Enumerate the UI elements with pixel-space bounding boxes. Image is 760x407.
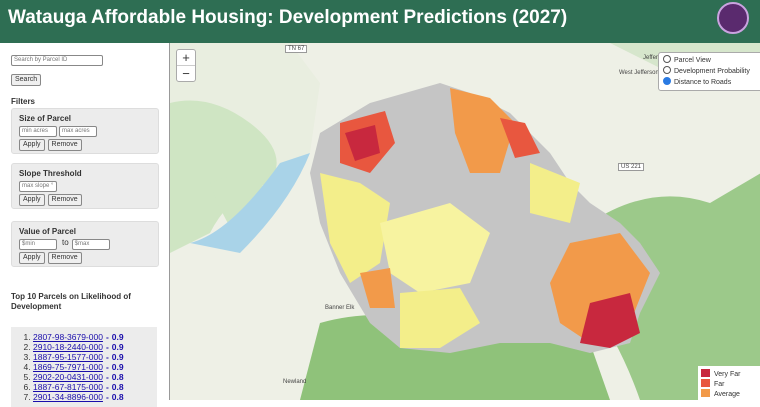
- filter-panel: Value of Parcel $min to $max Apply Remove: [11, 221, 159, 267]
- logo[interactable]: [717, 2, 749, 34]
- score-separator: -: [105, 362, 109, 372]
- filter-panel: Slope Threshold max slope ° Apply Remove: [11, 163, 159, 209]
- filter-button[interactable]: Apply: [19, 194, 45, 206]
- zoom-in[interactable]: +: [177, 50, 195, 66]
- map[interactable]: TN 67 Jefferson West Jefferson US 221 Banner…: [169, 43, 760, 400]
- score-separator: -: [105, 352, 109, 362]
- filter-buttons: Apply Remove: [19, 194, 158, 206]
- filter-input[interactable]: max acres: [59, 126, 97, 137]
- filter-inputs: min acres max acres: [19, 125, 158, 137]
- legend-swatch: [701, 379, 710, 387]
- score-separator: -: [105, 392, 109, 402]
- layer-option[interactable]: Development Probability: [663, 66, 760, 77]
- layer-label[interactable]: Distance to Roads: [674, 79, 732, 86]
- filter-buttons: Apply Remove: [19, 139, 158, 151]
- filter-buttons: Apply Remove: [19, 252, 158, 264]
- zoom-control: + −: [176, 49, 196, 82]
- filter-button[interactable]: Remove: [47, 252, 82, 264]
- filter-inputs: $min to $max: [19, 238, 158, 250]
- top-item: 2901-34-8896-000-0.8: [33, 392, 157, 402]
- layer-label[interactable]: Development Probability: [674, 68, 750, 75]
- top-item: 1887-67-8175-000-0.8: [33, 382, 157, 392]
- top-item: 2902-20-0431-000-0.8: [33, 372, 157, 382]
- legend-item: Very Far: [701, 369, 757, 379]
- score-separator: -: [105, 342, 109, 352]
- header: Watauga Affordable Housing: Development …: [0, 0, 760, 43]
- sidebar: Search by Parcel ID Search Filters Size …: [0, 43, 168, 407]
- parcel-link[interactable]: 1869-75-7971-000: [33, 362, 103, 372]
- legend-swatch: [701, 389, 710, 397]
- app-title: Watauga Affordable Housing: Development …: [8, 7, 568, 28]
- top-item: 2910-18-2440-000-0.9: [33, 342, 157, 352]
- parcel-score: 0.9: [111, 342, 124, 352]
- search-button[interactable]: Search: [11, 74, 42, 86]
- parcel-score: 0.9: [111, 362, 124, 372]
- top-list: 2807-98-3679-000-0.92910-18-2440-000-0.9…: [11, 327, 157, 407]
- score-separator: -: [105, 332, 109, 342]
- parcel-link[interactable]: 2807-98-3679-000: [33, 332, 103, 342]
- parcel-score: 0.8: [111, 382, 124, 392]
- parcel-score: 0.9: [111, 332, 124, 342]
- parcel-link[interactable]: 2902-20-0431-000: [33, 372, 103, 382]
- map-label: Newland: [283, 379, 307, 385]
- legend-label: Average: [714, 391, 740, 398]
- top-item: 1869-75-7971-000-0.9: [33, 362, 157, 372]
- legend-swatch: [701, 369, 710, 377]
- filter-panel: Size of Parcel min acres max acres Apply Rem…: [11, 108, 159, 154]
- parcel-link[interactable]: 1887-67-8175-000: [33, 382, 103, 392]
- layer-option[interactable]: Parcel View: [663, 55, 760, 66]
- filter-button[interactable]: Remove: [47, 139, 82, 151]
- parcel-score: 0.9: [111, 352, 124, 362]
- score-separator: -: [105, 372, 109, 382]
- search-input[interactable]: Search by Parcel ID: [11, 55, 103, 66]
- legend-item: Average: [701, 389, 757, 399]
- map-label: US 221: [618, 163, 645, 171]
- top-item: 2807-98-3679-000-0.9: [33, 332, 157, 342]
- parcel-score: 0.8: [111, 392, 124, 402]
- parcel-link[interactable]: 2901-34-8896-000: [33, 392, 103, 402]
- radio[interactable]: [663, 66, 671, 74]
- map-label: Banner Elk: [325, 305, 355, 311]
- filter-input[interactable]: max slope °: [19, 181, 57, 192]
- filter-title: Value of Parcel: [19, 227, 76, 236]
- filter-button[interactable]: Remove: [47, 194, 82, 206]
- radio[interactable]: [663, 77, 671, 85]
- radio[interactable]: [663, 55, 671, 63]
- filter-button[interactable]: Apply: [19, 252, 45, 264]
- map-label: Jefferson: [643, 55, 668, 61]
- map-label: TN 67: [285, 45, 308, 53]
- parcel-link[interactable]: 1887-95-1577-000: [33, 352, 103, 362]
- filters-heading: Filters: [11, 97, 36, 106]
- layer-label[interactable]: Parcel View: [674, 57, 711, 64]
- parcel-link[interactable]: 2910-18-2440-000: [33, 342, 103, 352]
- joiner: to: [62, 238, 69, 247]
- layer-option[interactable]: Distance to Roads: [663, 77, 760, 88]
- filter-button[interactable]: Apply: [19, 139, 45, 151]
- legend: Very Far Far Average: [698, 366, 760, 400]
- legend-item: Far: [701, 379, 757, 389]
- legend-label: Far: [714, 381, 725, 388]
- filter-input[interactable]: $min: [19, 239, 57, 250]
- top-heading: Top 10 Parcels on Likelihood of Developm…: [11, 292, 131, 311]
- map-label: West Jefferson: [619, 70, 659, 76]
- map-canvas: [170, 43, 760, 400]
- filter-title: Size of Parcel: [19, 114, 72, 123]
- score-separator: -: [105, 382, 109, 392]
- filter-inputs: max slope °: [19, 180, 158, 192]
- filter-title: Slope Threshold: [19, 169, 82, 178]
- legend-label: Very Far: [714, 371, 741, 378]
- filter-input[interactable]: min acres: [19, 126, 57, 137]
- layer-control: Parcel View Development Probability Distan…: [658, 52, 760, 91]
- zoom-out[interactable]: −: [182, 66, 190, 81]
- filter-input[interactable]: $max: [71, 239, 110, 250]
- parcel-score: 0.8: [111, 372, 124, 382]
- top-item: 1887-95-1577-000-0.9: [33, 352, 157, 362]
